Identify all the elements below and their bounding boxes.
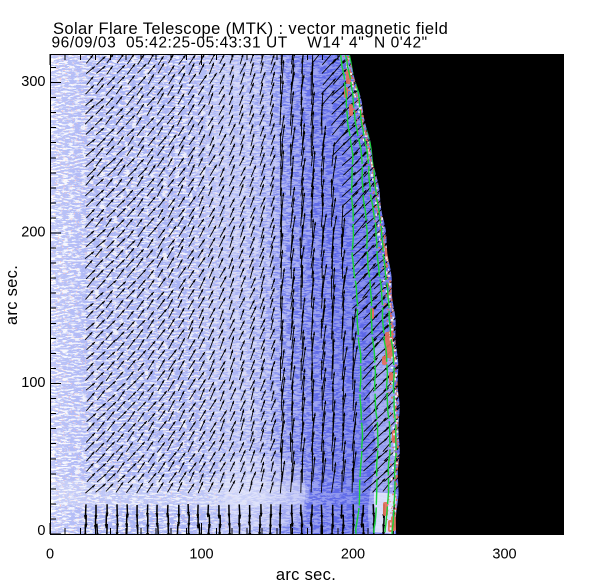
- svg-text:Solar Flare Telescope (MTK) :: Solar Flare Telescope (MTK) : vector mag…: [53, 20, 448, 38]
- svg-text:300: 300: [492, 547, 516, 563]
- svg-text:300: 300: [21, 74, 45, 90]
- svg-text:100: 100: [189, 547, 213, 563]
- svg-text:200: 200: [341, 547, 365, 563]
- svg-text:100: 100: [21, 375, 45, 391]
- svg-text:200: 200: [21, 225, 45, 241]
- svg-text:0: 0: [46, 547, 54, 563]
- svg-text:96/09/03 05:42:25-05:43:31 UT: 96/09/03 05:42:25-05:43:31 UT W14' 4" N …: [52, 35, 428, 52]
- svg-text:arc sec.: arc sec.: [3, 265, 21, 325]
- svg-text:arc sec.: arc sec.: [276, 566, 336, 584]
- svg-text:0: 0: [37, 523, 45, 539]
